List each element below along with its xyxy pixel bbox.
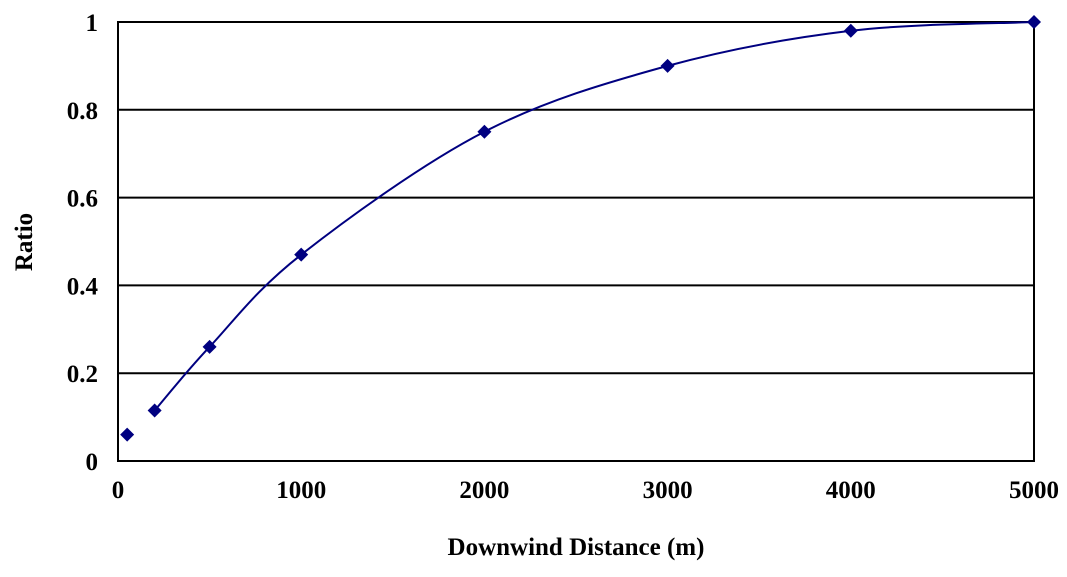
x-axis-tick-labels: 0 1000 2000 3000 4000 5000: [112, 477, 1059, 504]
series-points: [120, 15, 1041, 442]
x-tick-label: 3000: [643, 477, 693, 504]
x-tick-label: 5000: [1009, 477, 1059, 504]
data-point: [660, 58, 675, 73]
y-tick-label: 0.4: [67, 273, 99, 300]
y-axis-title: Ratio: [11, 213, 38, 271]
x-tick-label: 2000: [459, 477, 509, 504]
plot-frame: [117, 21, 1035, 462]
data-point: [120, 427, 135, 442]
x-axis-title: Downwind Distance (m): [448, 534, 705, 561]
y-tick-label: 1: [86, 10, 99, 37]
x-tick-label: 0: [112, 477, 125, 504]
data-point: [294, 247, 309, 262]
data-point: [477, 124, 492, 139]
y-tick-label: 0.6: [67, 186, 98, 213]
y-tick-label: 0.8: [67, 98, 98, 125]
data-point: [1027, 15, 1041, 29]
data-point: [843, 23, 858, 38]
y-tick-label: 0.2: [67, 361, 98, 388]
x-tick-label: 4000: [826, 477, 876, 504]
data-point: [202, 339, 217, 354]
grid-lines: [118, 108, 1034, 375]
x-tick-label: 1000: [276, 477, 326, 504]
data-point: [147, 403, 162, 418]
y-axis-tick-labels: 0 0.2 0.4 0.6 0.8 1: [67, 10, 99, 476]
y-tick-label: 0: [86, 449, 99, 476]
